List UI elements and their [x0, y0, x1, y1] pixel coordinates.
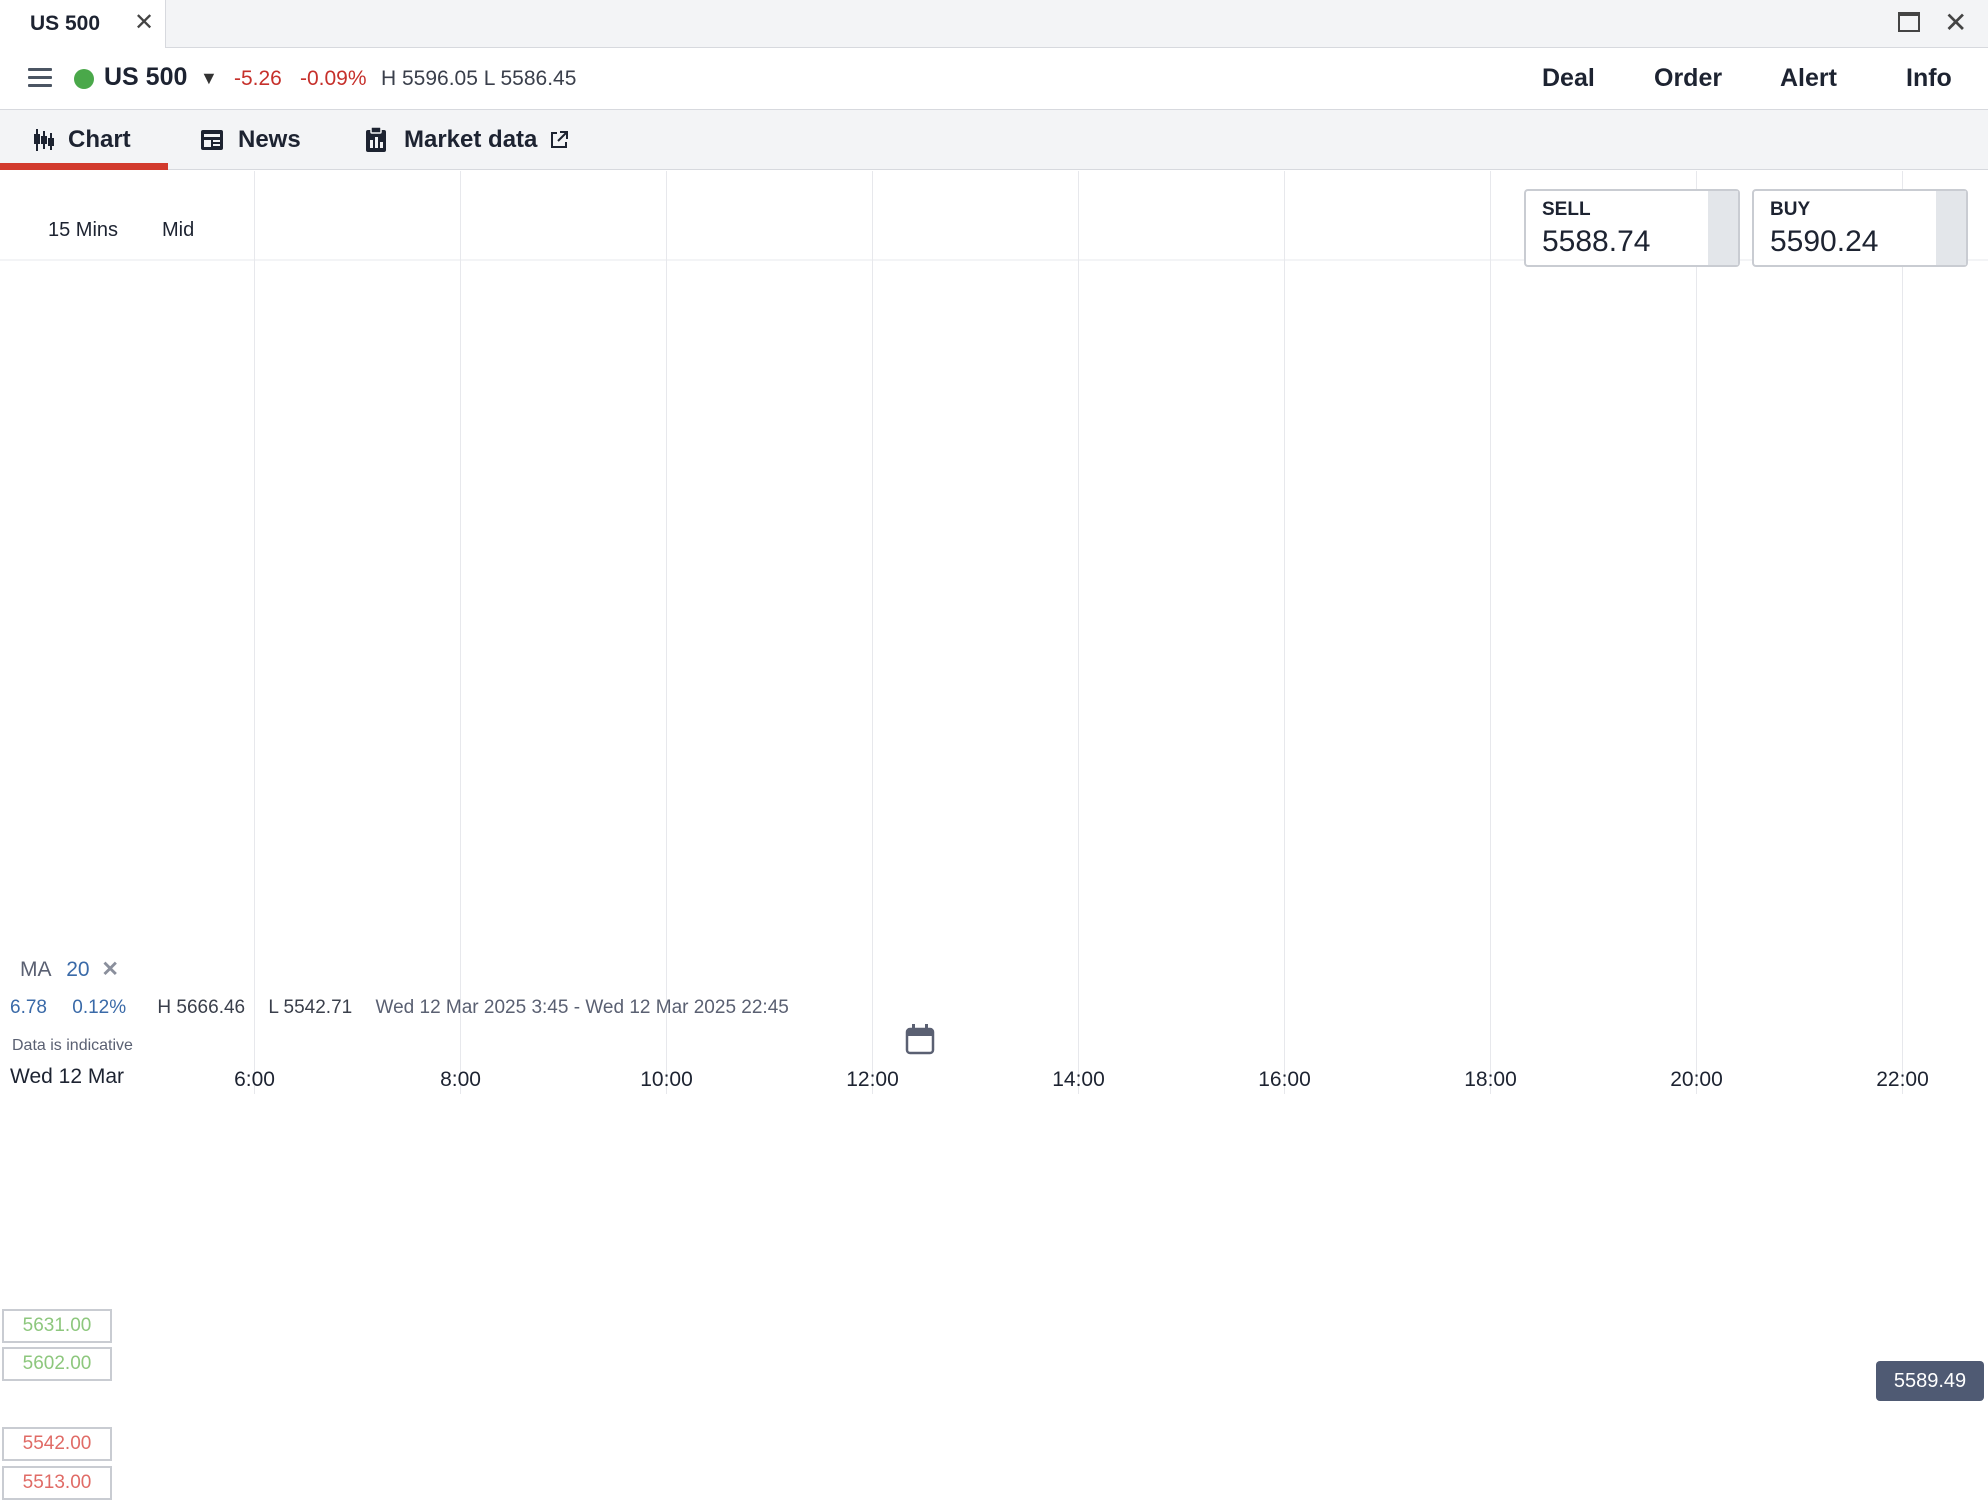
x-axis-tick-label: 10:00: [640, 1068, 693, 1091]
range-change-percent: 0.12%: [72, 997, 127, 1018]
external-link-icon: [551, 131, 569, 148]
instrument-header: US 500 ▼ -5.26 -0.09% H 5596.05 L 5586.4…: [0, 48, 1988, 110]
newspaper-icon: [201, 130, 223, 150]
deal-button[interactable]: Deal: [1542, 64, 1595, 92]
window-tab-bar: US 500 ✕ ✕: [0, 0, 1988, 48]
tab-chart[interactable]: Chart: [32, 122, 131, 158]
current-price-tag: 5589.49: [1876, 1361, 1984, 1401]
price-change-percent: -0.09%: [300, 67, 367, 90]
sell-label: SELL: [1542, 199, 1591, 220]
window-close-icon[interactable]: ✕: [1944, 7, 1968, 38]
view-tabs: Chart News Market data: [0, 110, 1988, 170]
range-low: L 5542.71: [268, 997, 353, 1018]
data-disclaimer: Data is indicative: [12, 1037, 133, 1054]
x-axis-tick-label: 18:00: [1464, 1068, 1517, 1091]
candlestick-chart[interactable]: 5520.005540.005560.005580.005600.005620.…: [0, 171, 1988, 1094]
high-low-summary: H 5596.05 L 5586.45: [381, 67, 577, 90]
buy-price: 5590.24: [1770, 225, 1879, 258]
indicator-name: MA: [20, 958, 51, 981]
document-tab-title: US 500: [30, 12, 101, 35]
tab-market-data[interactable]: Market data: [364, 122, 569, 158]
level-label[interactable]: 5631.00: [2, 1308, 112, 1343]
x-axis-tick-label: 16:00: [1258, 1068, 1311, 1091]
range-change: 6.78: [10, 997, 47, 1018]
candlestick-icon: [34, 129, 54, 151]
instrument-name[interactable]: US 500: [104, 63, 188, 91]
clipboard-icon: [366, 127, 386, 152]
tab-market-data-label: Market data: [404, 126, 538, 153]
range-summary: 6.78 0.12% H 5666.46 L 5542.71 Wed 12 Ma…: [10, 997, 789, 1019]
x-axis-tick-label: 6:00: [234, 1068, 275, 1091]
buy-button[interactable]: BUY 5590.24: [1752, 189, 1968, 267]
indicator-legend: MA 20 ✕: [20, 957, 119, 982]
buy-button-stripe: [1936, 191, 1966, 265]
sell-price: 5588.74: [1542, 225, 1651, 258]
level-label[interactable]: 5602.00: [2, 1347, 112, 1382]
alert-button[interactable]: Alert: [1780, 64, 1837, 92]
chevron-down-icon[interactable]: ▼: [200, 68, 218, 88]
range-dates: Wed 12 Mar 2025 3:45 - Wed 12 Mar 2025 2…: [375, 997, 789, 1018]
x-axis-tick-label: 8:00: [440, 1068, 481, 1091]
interval-selector[interactable]: 15 Mins: [48, 219, 119, 241]
sell-button-stripe: [1708, 191, 1738, 265]
buy-label: BUY: [1770, 199, 1811, 220]
tab-news[interactable]: News: [200, 122, 301, 158]
tab-news-label: News: [238, 126, 301, 153]
x-axis-tick-label: 14:00: [1052, 1068, 1105, 1091]
price-chart[interactable]: 5520.005540.005560.005580.005600.005620.…: [0, 171, 1988, 1500]
price-type-selector[interactable]: Mid: [162, 219, 195, 241]
x-axis-tick-label: 22:00: [1876, 1068, 1929, 1091]
x-axis-tick-label: 12:00: [846, 1068, 899, 1091]
market-status-indicator: [74, 69, 94, 89]
order-button[interactable]: Order: [1654, 64, 1723, 92]
price-change: -5.26: [234, 67, 282, 90]
maximize-icon[interactable]: [1898, 12, 1920, 32]
indicator-period[interactable]: 20: [66, 958, 90, 981]
level-label[interactable]: 5513.00: [2, 1466, 112, 1500]
active-tab-indicator: [0, 163, 168, 170]
current-date-label: Wed 12 Mar: [10, 1065, 124, 1088]
sell-button[interactable]: SELL 5588.74: [1524, 189, 1740, 267]
level-label[interactable]: 5542.00: [2, 1427, 112, 1462]
document-tab[interactable]: US 500 ✕: [0, 0, 166, 48]
range-high: H 5666.46: [157, 997, 246, 1018]
x-axis-tick-label: 20:00: [1670, 1068, 1723, 1091]
tab-chart-label: Chart: [68, 126, 131, 153]
calendar-icon[interactable]: [904, 1023, 936, 1055]
info-button[interactable]: Info: [1906, 64, 1952, 92]
menu-icon[interactable]: [28, 68, 52, 88]
close-icon[interactable]: ✕: [133, 9, 155, 36]
remove-indicator-icon[interactable]: ✕: [101, 958, 119, 981]
